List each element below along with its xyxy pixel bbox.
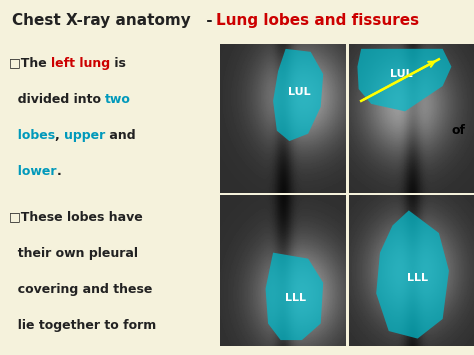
Polygon shape xyxy=(376,211,449,339)
Text: is: is xyxy=(110,56,126,70)
Text: covering and these: covering and these xyxy=(9,283,152,296)
Text: upper: upper xyxy=(64,129,105,142)
Text: -: - xyxy=(201,13,219,28)
Text: LUL: LUL xyxy=(390,69,412,79)
Text: □These lobes have: □These lobes have xyxy=(9,211,143,224)
Text: lie together to form: lie together to form xyxy=(9,319,156,332)
Text: and: and xyxy=(105,129,136,142)
Text: LLL: LLL xyxy=(285,293,306,303)
Text: LLL: LLL xyxy=(407,273,428,283)
Text: LUL: LUL xyxy=(288,87,311,97)
Polygon shape xyxy=(265,253,323,340)
Polygon shape xyxy=(273,49,323,141)
Text: of: of xyxy=(452,124,466,137)
Text: divided into: divided into xyxy=(9,93,105,106)
Text: ,: , xyxy=(55,129,64,142)
Text: .: . xyxy=(56,165,61,178)
Text: two: two xyxy=(105,93,131,106)
Text: their own pleural: their own pleural xyxy=(9,247,138,260)
Text: left lung: left lung xyxy=(51,56,110,70)
Text: Lung lobes and fissures: Lung lobes and fissures xyxy=(216,13,419,28)
Polygon shape xyxy=(357,49,451,111)
Text: Chest X-ray anatomy: Chest X-ray anatomy xyxy=(12,13,191,28)
Text: lobes: lobes xyxy=(9,129,55,142)
Text: lower: lower xyxy=(9,165,56,178)
Text: □The: □The xyxy=(9,56,51,70)
